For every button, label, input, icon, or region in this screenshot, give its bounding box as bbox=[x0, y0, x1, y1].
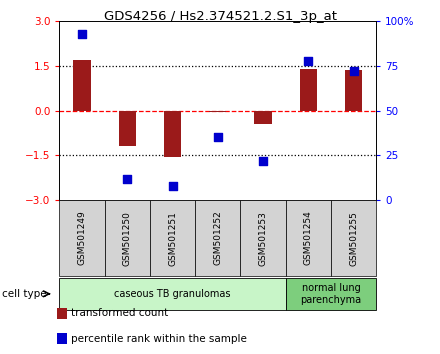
Text: transformed count: transformed count bbox=[71, 308, 169, 318]
Text: GSM501252: GSM501252 bbox=[213, 211, 222, 266]
Point bbox=[350, 68, 357, 74]
Point bbox=[260, 158, 267, 164]
Text: GSM501251: GSM501251 bbox=[168, 211, 177, 266]
Text: GSM501250: GSM501250 bbox=[123, 211, 132, 266]
Text: GSM501255: GSM501255 bbox=[349, 211, 358, 266]
Text: percentile rank within the sample: percentile rank within the sample bbox=[71, 334, 247, 344]
Text: normal lung
parenchyma: normal lung parenchyma bbox=[301, 283, 362, 305]
Bar bbox=[164, 110, 181, 157]
Bar bbox=[119, 110, 136, 147]
Bar bbox=[300, 69, 317, 110]
Text: GSM501253: GSM501253 bbox=[259, 211, 268, 266]
Bar bbox=[254, 110, 271, 124]
Text: cell type: cell type bbox=[2, 289, 47, 299]
Point bbox=[169, 183, 176, 189]
Bar bbox=[345, 69, 362, 110]
Point bbox=[305, 58, 312, 63]
Point bbox=[124, 176, 131, 181]
Text: GSM501249: GSM501249 bbox=[77, 211, 87, 266]
Text: GSM501254: GSM501254 bbox=[304, 211, 313, 266]
Bar bbox=[73, 60, 91, 110]
Text: caseous TB granulomas: caseous TB granulomas bbox=[114, 289, 231, 299]
Text: GDS4256 / Hs2.374521.2.S1_3p_at: GDS4256 / Hs2.374521.2.S1_3p_at bbox=[103, 10, 337, 23]
Bar bbox=[209, 110, 227, 112]
Point bbox=[214, 135, 221, 140]
Point bbox=[78, 31, 85, 36]
